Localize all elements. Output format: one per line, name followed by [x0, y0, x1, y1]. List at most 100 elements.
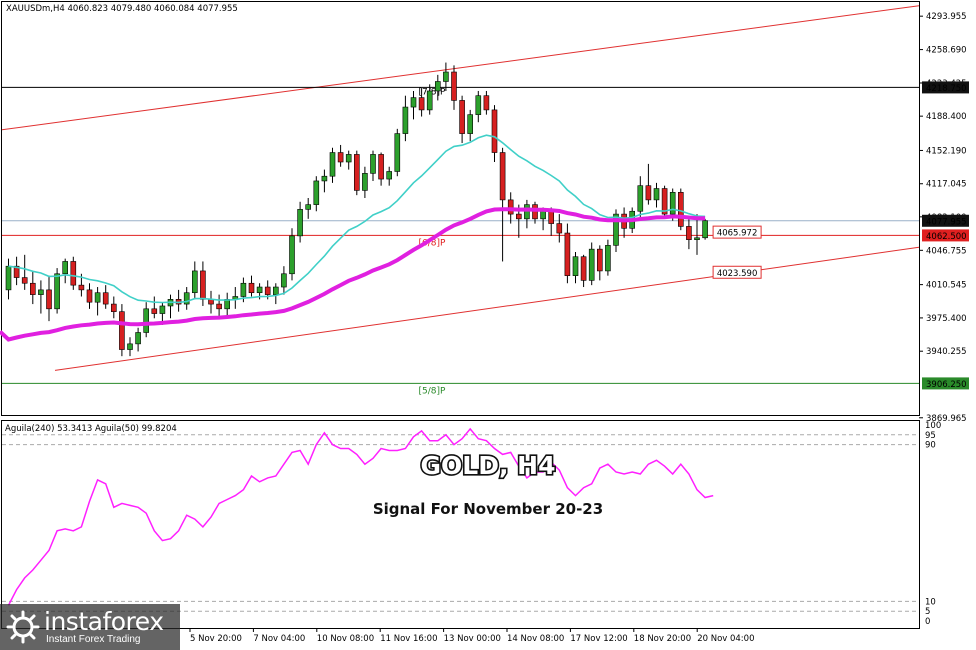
candle-body: [329, 152, 336, 177]
candle-body: [135, 332, 141, 345]
price-tick-label: 4258.690: [926, 46, 967, 56]
candle-body: [410, 97, 417, 108]
indicator-info: Aguila(240) 53.3413 Aguila(50) 99.8204: [5, 424, 177, 434]
time-tick-label: 13 Nov 00:00: [444, 634, 501, 644]
time-tick-label: 18 Nov 20:00: [634, 634, 691, 644]
candle-body: [677, 192, 684, 227]
candle-body: [38, 289, 44, 295]
ema-fast-line: [8, 134, 706, 304]
candle-body: [127, 343, 133, 350]
logo-tagline: Instant Forex Trading: [46, 634, 141, 645]
candle-body: [111, 303, 117, 312]
candle-body: [29, 282, 36, 295]
candle-body: [459, 100, 465, 134]
aguila-line: [7, 427, 714, 606]
channel-lower-line: [54, 246, 920, 371]
candle-body: [183, 292, 190, 305]
level-label: [6/8]P: [419, 238, 447, 248]
candle-body: [596, 248, 603, 272]
candle-body: [5, 265, 12, 291]
candle-body: [426, 90, 433, 111]
instaforex-logo: instaforex Instant Forex Trading: [0, 604, 180, 650]
level-5-8-axis-label: 3906.250: [926, 380, 967, 390]
candle-body: [443, 71, 449, 82]
price-tick-label: 4010.545: [926, 281, 967, 291]
channel-upper-line: [1, 5, 920, 131]
price-tick-label: 3940.255: [926, 347, 967, 357]
main-chart-frame: [1, 1, 920, 416]
time-tick-label: 17 Nov 12:00: [570, 634, 627, 644]
candle-body: [281, 273, 287, 288]
price-tick-label: 4046.755: [926, 246, 967, 256]
candle-body: [686, 226, 692, 240]
candle-body: [507, 199, 514, 215]
candle-body: [661, 188, 668, 215]
logo-name: instaforex: [44, 607, 164, 636]
candle-body: [192, 270, 198, 294]
candle-body: [556, 223, 563, 234]
candle-body: [345, 154, 352, 163]
price-tick-label: 3975.400: [926, 314, 967, 324]
overlay-subtitle: Signal For November 20-23: [373, 500, 603, 518]
candle-body: [564, 232, 571, 276]
candle-body: [653, 188, 660, 201]
candle-body: [289, 235, 295, 275]
indicator-frame: [1, 420, 920, 629]
candle-body: [353, 154, 360, 191]
level-label: [5/8]P: [419, 386, 447, 396]
candle-body: [418, 97, 425, 111]
candle-body: [362, 173, 368, 191]
candle-body: [297, 209, 303, 237]
time-tick-label: 7 Nov 04:00: [253, 634, 305, 644]
candle-body: [151, 308, 158, 314]
indicator-tick-label: 100: [925, 421, 941, 431]
candle-body: [102, 292, 109, 305]
symbol-info: XAUUSDm,H4 4060.823 4079.480 4060.084 40…: [6, 4, 238, 14]
indicator-tick-label: 5: [925, 607, 930, 617]
candle-body: [321, 175, 328, 182]
candle-body: [402, 106, 409, 134]
candle-body: [702, 220, 708, 239]
candle-body: [572, 256, 579, 276]
candle-body: [70, 261, 77, 286]
candle-body: [248, 282, 255, 294]
ema-slow-value-tag-box: [712, 265, 762, 279]
time-tick-label: 11 Nov 16:00: [380, 634, 437, 644]
candle-body: [483, 95, 490, 111]
candle-body: [434, 81, 441, 92]
indicator-tick-label: 90: [925, 441, 936, 451]
current-price-axis-label: 4077.955: [926, 217, 967, 227]
candle-body: [378, 154, 384, 180]
time-tick-label: 5 Nov 20:00: [190, 634, 242, 644]
level-5-8-axis-label-box: [922, 377, 969, 390]
candle-body: [645, 185, 652, 201]
candle-body: [200, 270, 206, 300]
candle-body: [62, 261, 69, 275]
price-tick-label: 3869.965: [926, 414, 967, 424]
candle-body: [694, 237, 700, 240]
candle-body: [305, 204, 312, 210]
candle-body: [491, 109, 498, 153]
candle-body: [78, 284, 85, 291]
candle-body: [119, 311, 125, 350]
candle-body: [637, 185, 644, 212]
candle-body: [240, 282, 247, 297]
candle-body: [467, 114, 474, 134]
candle-body: [86, 289, 93, 303]
current-price-axis-label-box: [922, 214, 969, 227]
candle-body: [272, 286, 279, 295]
ema-fast-value-tag-box: [712, 225, 762, 239]
candle-body: [475, 95, 482, 115]
level-7-8-axis-label: 4218.750: [926, 84, 967, 94]
candle-body: [143, 308, 149, 333]
candle-body: [264, 286, 271, 295]
indicator-tick-label: 95: [925, 431, 936, 441]
logo-mark-icon: [6, 610, 40, 644]
indicator-tick-label: 10: [925, 597, 936, 607]
candle-body: [216, 303, 222, 310]
candle-body: [94, 292, 101, 303]
time-tick-label: 14 Nov 08:00: [507, 634, 564, 644]
